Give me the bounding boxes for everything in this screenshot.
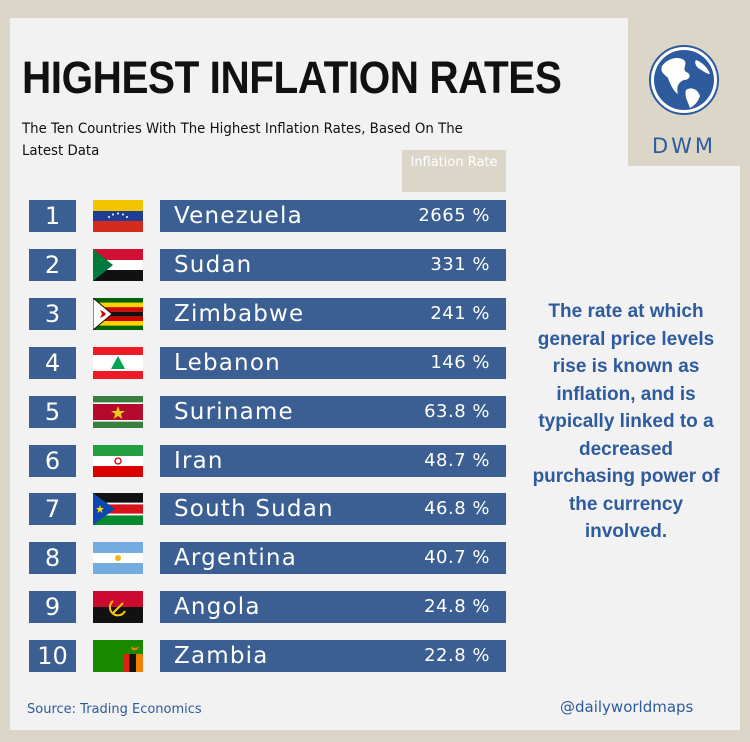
- country-name: Iran: [174, 448, 224, 474]
- inflation-value: 241 %: [430, 303, 490, 324]
- table-row: Venezuela 2665 %: [160, 200, 506, 232]
- south-sudan-flag-icon: [93, 493, 143, 525]
- rank-badge: 9: [29, 591, 76, 623]
- table-row: Zambia 22.8 %: [160, 640, 506, 672]
- rank-badge: 8: [29, 542, 76, 574]
- inflation-value: 40.7 %: [424, 547, 490, 568]
- social-handle: @dailyworldmaps: [560, 698, 694, 716]
- country-name: South Sudan: [174, 496, 334, 522]
- table-row: Angola 24.8 %: [160, 591, 506, 623]
- inflation-value: 63.8 %: [424, 401, 490, 422]
- inflation-value: 22.8 %: [424, 645, 490, 666]
- table-row: Zimbabwe 241 %: [160, 298, 506, 330]
- sudan-flag-icon: [93, 249, 143, 281]
- inflation-value: 331 %: [430, 254, 490, 275]
- country-name: Argentina: [174, 545, 297, 571]
- rank-badge: 5: [29, 396, 76, 428]
- zimbabwe-flag-icon: [93, 298, 143, 330]
- side-note: The rate at which general price levels r…: [532, 301, 720, 542]
- table-row: Sudan 331 %: [160, 249, 506, 281]
- logo-text: DWM: [651, 134, 717, 158]
- country-name: Venezuela: [174, 203, 303, 229]
- zambia-flag-icon: [93, 640, 143, 672]
- page-title: HIGHEST INFLATION RATES: [22, 52, 562, 103]
- argentina-flag-icon: [93, 542, 143, 574]
- country-name: Zambia: [174, 643, 269, 669]
- subtitle: The Ten Countries With The Highest Infla…: [22, 121, 463, 159]
- inflation-value: 146 %: [430, 352, 490, 373]
- logo: DWM: [628, 18, 740, 166]
- rank-badge: 10: [29, 640, 76, 672]
- lebanon-flag-icon: [93, 347, 143, 379]
- country-name: Lebanon: [174, 350, 281, 376]
- country-name: Sudan: [174, 252, 253, 278]
- source-note: Source: Trading Economics: [27, 702, 202, 717]
- rank-badge: 2: [29, 249, 76, 281]
- inflation-value: 2665 %: [418, 205, 490, 226]
- country-name: Angola: [174, 594, 261, 620]
- rank-badge: 6: [29, 445, 76, 477]
- rank-badge: 3: [29, 298, 76, 330]
- column-header: Inflation Rate: [402, 150, 506, 192]
- table-row: Argentina 40.7 %: [160, 542, 506, 574]
- globe-icon: [649, 45, 719, 115]
- country-name: Zimbabwe: [174, 301, 305, 327]
- table-row: Suriname 63.8 %: [160, 396, 506, 428]
- inflation-value: 46.8 %: [424, 498, 490, 519]
- rank-badge: 4: [29, 347, 76, 379]
- table-row: Lebanon 146 %: [160, 347, 506, 379]
- iran-flag-icon: [93, 445, 143, 477]
- country-name: Suriname: [174, 399, 294, 425]
- table-row: South Sudan 46.8 %: [160, 493, 506, 525]
- inflation-value: 24.8 %: [424, 596, 490, 617]
- rank-badge: 7: [29, 493, 76, 525]
- angola-flag-icon: [93, 591, 143, 623]
- suriname-flag-icon: [93, 396, 143, 428]
- table-row: Iran 48.7 %: [160, 445, 506, 477]
- rank-badge: 1: [29, 200, 76, 232]
- venezuela-flag-icon: [93, 200, 143, 232]
- inflation-value: 48.7 %: [424, 450, 490, 471]
